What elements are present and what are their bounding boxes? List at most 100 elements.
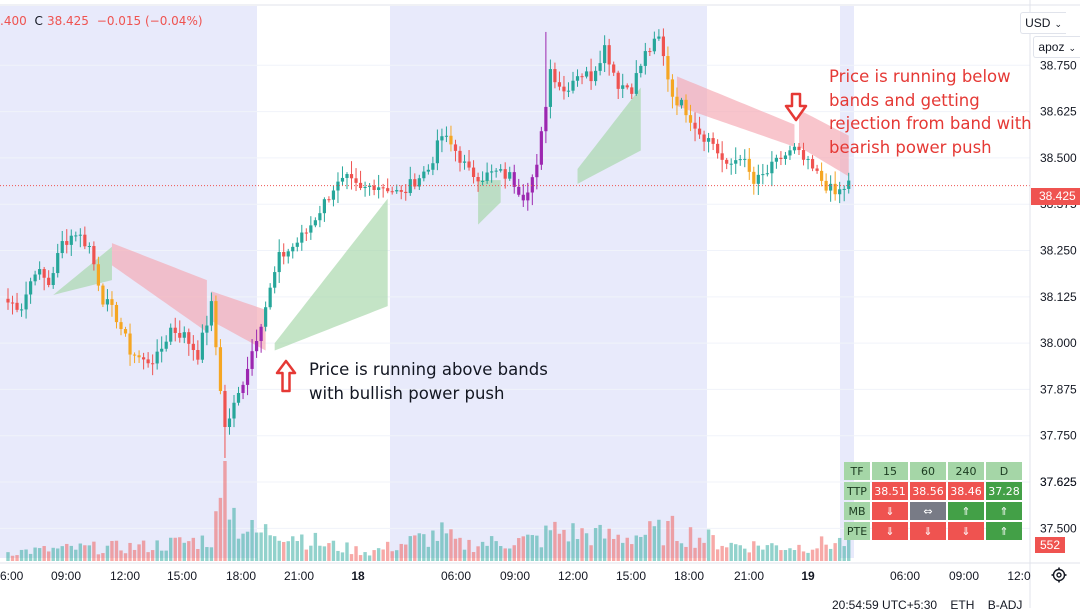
volume-bar bbox=[33, 547, 37, 561]
candle bbox=[634, 73, 638, 94]
candle bbox=[652, 38, 656, 52]
bearish-line: Price is running below bbox=[829, 67, 1011, 86]
x-tick-label: 18:00 bbox=[226, 569, 256, 583]
candle bbox=[788, 150, 792, 156]
candle bbox=[214, 301, 218, 348]
x-tick-label: 09:00 bbox=[51, 569, 81, 583]
table-header-60: 60 bbox=[910, 462, 946, 480]
volume-bar bbox=[51, 547, 55, 561]
table-header-240: 240 bbox=[948, 462, 984, 480]
candle bbox=[774, 157, 778, 162]
volume-bar bbox=[566, 541, 571, 561]
volume-bar bbox=[598, 524, 602, 561]
candle bbox=[553, 69, 557, 83]
volume-bar bbox=[105, 545, 110, 561]
volume-bar bbox=[354, 546, 358, 561]
table-cell: ⇑ bbox=[986, 502, 1022, 520]
volume-bar bbox=[607, 528, 611, 561]
x-tick-label: 12:00 bbox=[110, 569, 140, 583]
volume-bar bbox=[747, 552, 751, 561]
candle bbox=[69, 235, 73, 245]
volume-bar bbox=[720, 545, 724, 561]
candle bbox=[490, 171, 494, 173]
volume-bar bbox=[828, 548, 833, 561]
volume-bar bbox=[417, 533, 422, 561]
candle bbox=[485, 172, 489, 181]
status-adj[interactable]: B-ADJ bbox=[987, 598, 1023, 612]
session-shade bbox=[390, 6, 707, 558]
row-label: TTP bbox=[844, 482, 870, 500]
candle bbox=[178, 332, 182, 338]
candle bbox=[471, 167, 476, 178]
status-session[interactable]: ETH bbox=[950, 598, 975, 612]
candle bbox=[481, 180, 485, 182]
x-tick-label: 12:00 bbox=[558, 569, 588, 583]
table-cell: ⇓ bbox=[872, 502, 908, 520]
candle bbox=[19, 309, 24, 311]
y-tick-label: 38.625 bbox=[1040, 105, 1077, 119]
bear-band bbox=[799, 109, 849, 177]
volume-bar bbox=[792, 550, 797, 561]
candle bbox=[575, 76, 580, 81]
volume-bar bbox=[227, 519, 232, 561]
bullish-annotation: Price is running above bands with bullis… bbox=[309, 358, 548, 405]
volume-bar bbox=[404, 544, 408, 561]
bearish-line: bearish power push bbox=[829, 137, 992, 157]
candle bbox=[820, 170, 824, 181]
volume-bar bbox=[395, 550, 399, 561]
volume-bar bbox=[119, 550, 123, 561]
table-cell: 38.51 bbox=[872, 482, 908, 500]
volume-bar bbox=[83, 545, 87, 561]
candle bbox=[494, 170, 498, 172]
candle bbox=[105, 299, 110, 305]
table-cell: ⇓ bbox=[910, 522, 946, 540]
candle bbox=[449, 135, 453, 145]
candle bbox=[110, 299, 114, 305]
volume-bar bbox=[625, 537, 629, 561]
candle bbox=[218, 347, 223, 392]
candle bbox=[372, 185, 376, 190]
candle bbox=[24, 294, 28, 310]
volume-bar bbox=[467, 539, 471, 561]
candle bbox=[65, 241, 69, 245]
volume-bar bbox=[367, 555, 372, 561]
candle bbox=[101, 285, 105, 305]
volume-bar bbox=[729, 542, 733, 561]
volume-bar bbox=[381, 549, 385, 561]
candle bbox=[173, 327, 177, 333]
volume-bar bbox=[652, 526, 657, 561]
volume-bar bbox=[327, 543, 331, 561]
volume-bar bbox=[123, 553, 128, 561]
candle bbox=[503, 169, 507, 179]
candle bbox=[557, 82, 562, 87]
candle bbox=[282, 252, 286, 257]
volume-bar bbox=[517, 538, 521, 561]
gear-icon[interactable] bbox=[1050, 566, 1068, 584]
candle bbox=[417, 178, 421, 187]
candle bbox=[422, 171, 426, 179]
status-time[interactable]: 20:54:59 UTC+5:30 bbox=[832, 598, 938, 612]
candle bbox=[142, 357, 146, 360]
candle bbox=[734, 160, 738, 164]
candle bbox=[245, 368, 250, 385]
bearish-line: bands and getting bbox=[829, 90, 980, 110]
candle bbox=[232, 402, 236, 419]
currency-selector[interactable]: USD ⌄ bbox=[1020, 12, 1066, 34]
volume-bar bbox=[810, 549, 815, 561]
volume-bar bbox=[349, 554, 354, 561]
table-row-mb: MB ⇓ ⇔ ⇑ ⇑ bbox=[844, 502, 1022, 520]
candle bbox=[413, 179, 417, 187]
volume-bar bbox=[313, 532, 318, 561]
volume-bar bbox=[236, 538, 241, 561]
candle bbox=[535, 164, 539, 178]
account-selector[interactable]: apoz ⌄ bbox=[1033, 36, 1080, 58]
y-tick-label: 37.625 bbox=[1040, 475, 1077, 489]
volume-bar bbox=[87, 545, 92, 561]
candle bbox=[833, 183, 837, 195]
bull-band bbox=[478, 180, 501, 225]
volume-bar bbox=[223, 461, 227, 561]
candle bbox=[824, 180, 828, 191]
volume-bar bbox=[191, 537, 196, 561]
volume-bar bbox=[426, 546, 431, 561]
